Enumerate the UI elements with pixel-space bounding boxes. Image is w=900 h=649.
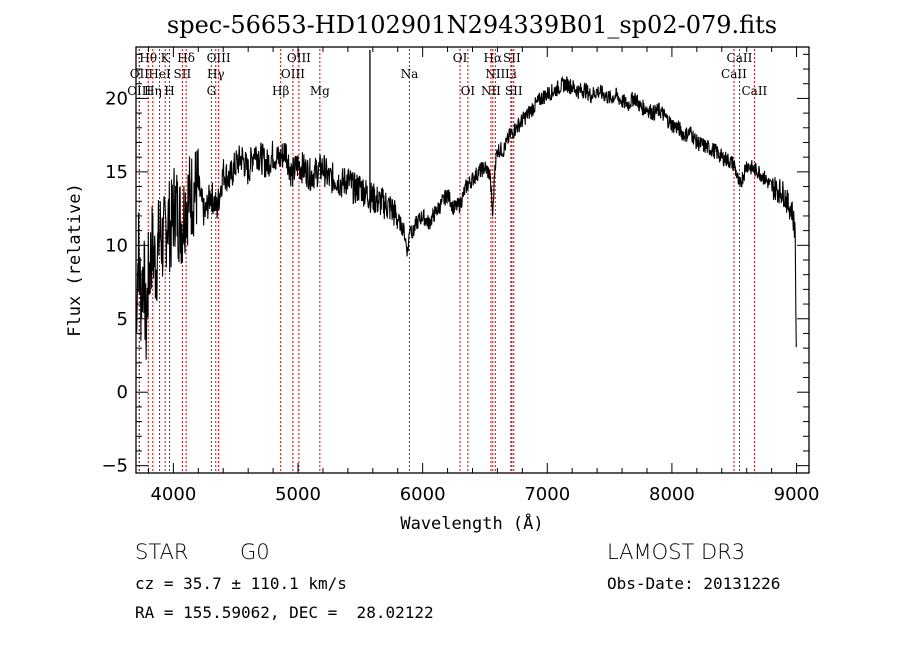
line-label-10: Hγ [207, 67, 225, 81]
line-label-21: NII [485, 67, 505, 81]
obs-date-text: Obs-Date: 20131226 [607, 574, 781, 593]
line-label-23: NII [481, 84, 501, 98]
line-label-17: OI [453, 51, 468, 65]
x-tick-label: 7000 [524, 484, 570, 505]
line-label-4: Hη [144, 84, 162, 98]
y-tick-label: 20 [105, 88, 128, 109]
line-label-3: HeI [148, 67, 171, 81]
line-label-25: CaII [727, 51, 753, 65]
survey-name: LAMOST DR3 [607, 540, 746, 564]
line-label-15: Mg [310, 84, 330, 98]
object-subclass: G0 [240, 540, 270, 564]
x-tick-label: 9000 [774, 484, 820, 505]
line-label-12: Hβ [272, 84, 289, 98]
line-label-13: OIII [287, 51, 311, 65]
chart-title: spec-56653-HD102901N294339B01_sp02-079.f… [167, 11, 777, 39]
line-label-11: G [207, 84, 217, 98]
x-tick-label: 8000 [649, 484, 695, 505]
line-label-7: H [164, 84, 174, 98]
x-axis-label: Wavelength (Å) [400, 512, 543, 534]
x-tick-label: 4000 [150, 484, 196, 505]
line-label-0: Hθ [139, 51, 157, 65]
line-label-22: Li [505, 67, 517, 81]
y-axis-label: Flux (relative) [65, 183, 85, 337]
line-label-2: OIII [127, 84, 151, 98]
line-label-18: OI [461, 84, 476, 98]
line-label-16: Na [401, 67, 419, 81]
y-tick-label: 0 [117, 382, 128, 403]
y-tick-label: 15 [105, 162, 128, 183]
line-label-26: CaII [721, 67, 747, 81]
coordinates-text: RA = 155.59062, DEC = 28.02122 [135, 603, 434, 622]
line-label-14: OIII [281, 67, 305, 81]
y-tick-label: 10 [105, 235, 128, 256]
line-label-24: SII [505, 84, 523, 98]
object-class: STAR [135, 540, 189, 564]
line-label-8: Hδ [177, 51, 195, 65]
x-tick-label: 5000 [275, 484, 321, 505]
line-label-5: K [161, 51, 171, 65]
plot-frame [135, 46, 810, 474]
spectrum-line [135, 75, 797, 360]
line-label-20: SII [503, 51, 521, 65]
line-label-9: OIII [207, 51, 231, 65]
y-tick-label: 5 [117, 309, 128, 330]
x-tick-label: 6000 [400, 484, 446, 505]
line-label-19: Hα [484, 51, 503, 65]
redshift-text: cz = 35.7 ± 110.1 km/s [135, 574, 347, 593]
line-label-6: SII [174, 67, 192, 81]
line-label-27: CaII [741, 84, 767, 98]
y-tick-label: −5 [101, 456, 128, 477]
